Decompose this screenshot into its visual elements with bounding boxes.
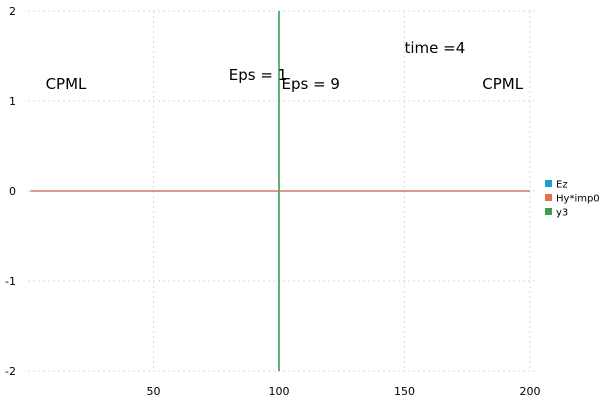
legend-swatch [545,180,552,187]
y-tick-label: -2 [5,365,16,378]
x-tick-label: 50 [146,385,160,398]
annotation-time: time =4 [404,39,465,57]
annotation-eps-1: Eps = 1 [229,66,287,84]
y-tick-label: -1 [5,275,16,288]
x-tick-label: 150 [394,385,415,398]
legend-item-hy-imp0: Hy*imp0 [545,194,600,205]
legend-swatch [545,208,552,215]
annotation-eps-9: Eps = 9 [282,75,340,93]
annotation-cpml-left: CPML [46,75,87,93]
legend-label: Ez [556,180,568,191]
series-layer [30,11,530,371]
legend-label: y3 [556,208,568,219]
legend-item-ez: Ez [545,180,568,191]
legend: Ez Hy*imp0 y3 [545,180,600,219]
y-tick-label: 0 [9,185,16,198]
y-tick-label: 1 [9,95,16,108]
tick-layer: 50 100 150 200 -2 -1 0 1 2 [5,5,540,398]
x-tick-label: 100 [268,385,289,398]
legend-swatch [545,194,552,201]
legend-label: Hy*imp0 [556,194,600,205]
annotation-cpml-right: CPML [482,75,523,93]
legend-item-y3: y3 [545,208,568,219]
y-tick-label: 2 [9,5,16,18]
x-tick-label: 200 [519,385,540,398]
